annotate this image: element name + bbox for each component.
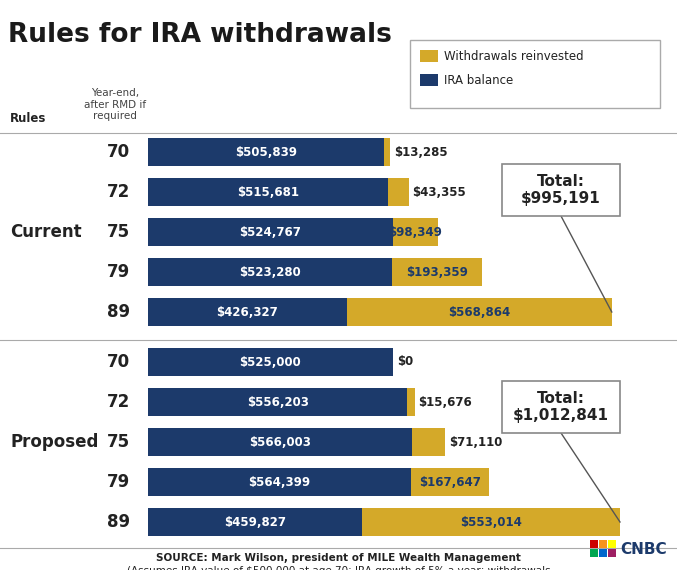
Bar (389, 178, 408, 206)
Bar (590, 549, 598, 557)
Text: Withdrawals reinvested: Withdrawals reinvested (444, 50, 584, 63)
Bar (608, 540, 616, 548)
Text: 72: 72 (107, 183, 130, 201)
Bar (420, 50, 438, 62)
Bar (392, 258, 482, 286)
Text: $524,767: $524,767 (240, 226, 301, 238)
Bar (148, 348, 393, 376)
Text: $98,349: $98,349 (389, 226, 442, 238)
Bar (590, 540, 598, 548)
Text: $568,864: $568,864 (448, 306, 510, 319)
Bar (599, 540, 607, 548)
Text: $525,000: $525,000 (240, 356, 301, 368)
Bar (411, 468, 489, 496)
Text: 89: 89 (107, 513, 130, 531)
Text: 70: 70 (107, 353, 130, 371)
Bar (148, 218, 393, 246)
Text: CNBC: CNBC (620, 542, 667, 556)
Text: Total:
$1,012,841: Total: $1,012,841 (513, 391, 609, 423)
Text: IRA balance: IRA balance (444, 74, 513, 87)
Text: $0: $0 (397, 356, 413, 368)
Text: $71,110: $71,110 (449, 435, 502, 449)
Text: $167,647: $167,647 (419, 475, 481, 488)
Text: 70: 70 (107, 143, 130, 161)
Text: 79: 79 (107, 473, 130, 491)
Bar (148, 298, 347, 326)
Text: Rules for IRA withdrawals: Rules for IRA withdrawals (8, 22, 392, 48)
Text: 72: 72 (107, 393, 130, 411)
Bar (347, 298, 612, 326)
Text: $43,355: $43,355 (412, 185, 466, 198)
Bar (599, 549, 607, 557)
Text: Rules: Rules (10, 112, 47, 125)
Text: Proposed: Proposed (10, 433, 98, 451)
Bar (502, 164, 620, 216)
Bar (148, 468, 411, 496)
Text: SOURCE: Mark Wilson, president of MILE Wealth Management: SOURCE: Mark Wilson, president of MILE W… (156, 553, 521, 563)
Text: $523,280: $523,280 (239, 266, 301, 279)
Bar (410, 40, 660, 108)
Bar (362, 508, 620, 536)
Text: $459,827: $459,827 (224, 515, 286, 528)
Text: Year-end,
after RMD if
required: Year-end, after RMD if required (84, 88, 146, 121)
Bar (608, 549, 616, 557)
Text: $15,676: $15,676 (418, 396, 473, 409)
Text: $515,681: $515,681 (237, 185, 299, 198)
Bar (148, 388, 407, 416)
Text: 75: 75 (107, 433, 130, 451)
Bar (384, 138, 390, 166)
Text: 79: 79 (107, 263, 130, 281)
Text: $564,399: $564,399 (248, 475, 311, 488)
Bar (393, 218, 439, 246)
Bar (148, 138, 384, 166)
Bar (407, 388, 414, 416)
Bar (412, 428, 445, 456)
Text: $13,285: $13,285 (394, 145, 447, 158)
Bar (148, 508, 362, 536)
Text: 89: 89 (107, 303, 130, 321)
Text: $566,003: $566,003 (249, 435, 311, 449)
Text: (Assumes IRA value of $500,000 at age 70; IRA growth of 5% a year; withdrawals: (Assumes IRA value of $500,000 at age 70… (127, 566, 550, 570)
Bar (148, 428, 412, 456)
Bar (148, 178, 389, 206)
Text: 75: 75 (107, 223, 130, 241)
Text: Total:
$995,191: Total: $995,191 (521, 174, 601, 206)
Text: $556,203: $556,203 (246, 396, 309, 409)
Text: Current: Current (10, 223, 82, 241)
Bar (502, 381, 620, 433)
Text: $505,839: $505,839 (235, 145, 297, 158)
Bar (420, 74, 438, 86)
Text: $426,327: $426,327 (217, 306, 278, 319)
Text: $553,014: $553,014 (460, 515, 522, 528)
Text: $193,359: $193,359 (406, 266, 468, 279)
Bar (148, 258, 392, 286)
